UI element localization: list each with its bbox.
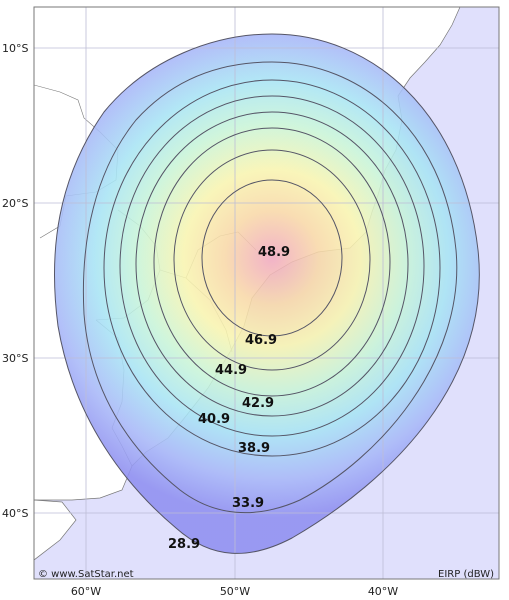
legend-unit-text: EIRP (dBW) — [438, 569, 494, 580]
lat-label-20s: 20°S — [2, 197, 28, 210]
contour-48-9 — [201, 179, 343, 337]
contour-label-48-9: 48.9 — [258, 245, 290, 260]
contour-28-9 — [54, 33, 480, 554]
contour-46-9 — [173, 149, 371, 371]
lat-label-10s: 10°S — [2, 42, 28, 55]
lon-label-40w: 40°W — [368, 585, 398, 598]
graticule — [34, 7, 499, 579]
contour-44-9 — [153, 127, 391, 397]
credit-text: © www.SatStar.net — [38, 569, 134, 580]
land-patagonia — [34, 499, 77, 561]
contour-33-9 — [82, 61, 458, 514]
contour-label-33-9: 33.9 — [232, 496, 264, 511]
lon-label-50w: 50°W — [220, 585, 250, 598]
contour-42-9 — [135, 111, 409, 417]
contour-label-38-9: 38.9 — [238, 441, 270, 456]
contour-label-44-9: 44.9 — [215, 363, 247, 378]
contour-38-9 — [103, 79, 441, 457]
lat-label-30s: 30°S — [2, 352, 28, 365]
eirp-contours — [54, 33, 480, 554]
footprint-fill — [54, 34, 480, 554]
contour-label-46-9: 46.9 — [245, 333, 277, 348]
map-border — [33, 6, 500, 580]
contour-40-9 — [119, 95, 425, 437]
contour-label-28-9: 28.9 — [168, 537, 200, 552]
contour-label-40-9: 40.9 — [198, 412, 230, 427]
contour-labels: 48.9 46.9 44.9 42.9 40.9 38.9 33.9 28.9 — [168, 245, 290, 552]
latitude-labels: 10°S 20°S 30°S 40°S — [2, 42, 28, 520]
contour-label-42-9: 42.9 — [242, 396, 274, 411]
lat-label-40s: 40°S — [2, 507, 28, 520]
lon-label-60w: 60°W — [71, 585, 101, 598]
longitude-labels: 60°W 50°W 40°W — [71, 585, 398, 598]
